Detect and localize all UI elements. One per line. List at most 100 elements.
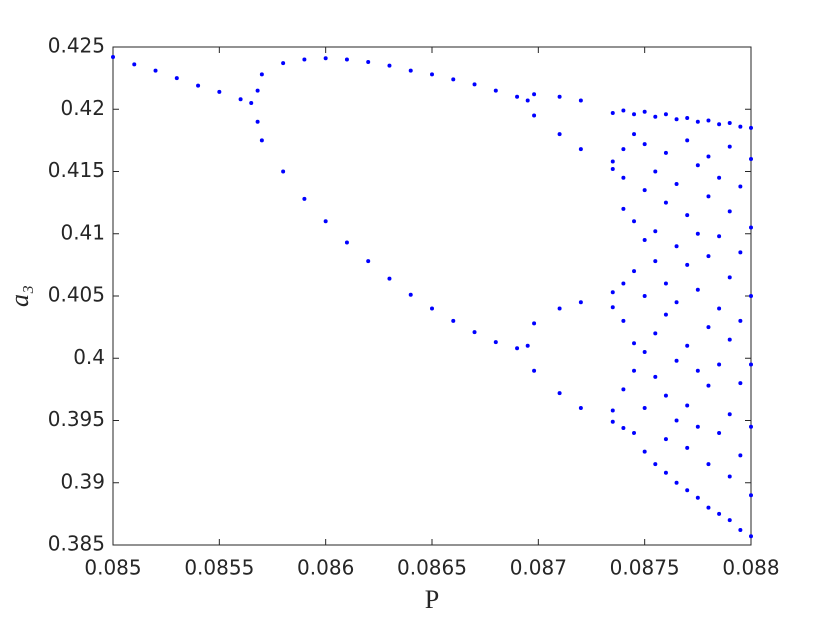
point bbox=[632, 368, 637, 373]
point bbox=[717, 175, 722, 180]
point bbox=[663, 312, 668, 317]
point bbox=[738, 250, 743, 255]
point bbox=[632, 341, 637, 346]
point bbox=[632, 269, 637, 274]
point bbox=[451, 77, 456, 82]
point bbox=[153, 68, 158, 73]
point bbox=[451, 318, 456, 323]
point bbox=[621, 108, 626, 113]
x-tick-label: 0.088 bbox=[722, 556, 779, 580]
point bbox=[663, 150, 668, 155]
point bbox=[366, 59, 371, 64]
point bbox=[685, 213, 690, 218]
point bbox=[706, 505, 711, 510]
point bbox=[706, 325, 711, 330]
point bbox=[674, 117, 679, 122]
point bbox=[738, 184, 743, 189]
point bbox=[642, 188, 647, 193]
point bbox=[578, 98, 583, 103]
point bbox=[249, 101, 254, 106]
y-tick-label: 0.425 bbox=[48, 34, 105, 58]
point bbox=[632, 219, 637, 224]
point bbox=[532, 92, 537, 97]
point bbox=[685, 138, 690, 143]
point bbox=[621, 147, 626, 152]
point bbox=[610, 159, 615, 164]
point bbox=[695, 287, 700, 292]
point bbox=[685, 403, 690, 408]
point bbox=[653, 462, 658, 467]
point bbox=[111, 54, 115, 59]
point bbox=[408, 68, 413, 73]
y-axis-label: a₃ bbox=[5, 285, 34, 307]
x-tick-label: 0.0865 bbox=[397, 556, 467, 580]
point bbox=[695, 119, 700, 124]
point bbox=[663, 393, 668, 398]
x-tick-label: 0.086 bbox=[297, 556, 354, 580]
point bbox=[674, 480, 679, 485]
point bbox=[674, 300, 679, 305]
point bbox=[281, 61, 286, 66]
point bbox=[685, 262, 690, 267]
point bbox=[387, 276, 392, 281]
point bbox=[727, 275, 732, 280]
point bbox=[408, 292, 413, 297]
point bbox=[749, 294, 753, 298]
point bbox=[685, 343, 690, 348]
point bbox=[663, 281, 668, 286]
point bbox=[525, 98, 530, 103]
point bbox=[621, 318, 626, 323]
point bbox=[738, 318, 743, 323]
point bbox=[610, 167, 615, 172]
point bbox=[532, 368, 537, 373]
point bbox=[727, 120, 732, 125]
point bbox=[515, 94, 520, 99]
point bbox=[532, 321, 537, 326]
x-axis-label: P bbox=[425, 585, 439, 614]
point bbox=[674, 181, 679, 186]
point bbox=[302, 57, 307, 62]
point bbox=[557, 391, 562, 396]
point bbox=[717, 234, 722, 239]
point bbox=[642, 109, 647, 114]
point bbox=[366, 259, 371, 264]
point bbox=[695, 368, 700, 373]
point bbox=[674, 358, 679, 363]
plot-frame bbox=[112, 46, 752, 546]
x-tick-label: 0.085 bbox=[84, 556, 141, 580]
point bbox=[642, 449, 647, 454]
point bbox=[610, 305, 615, 310]
point bbox=[663, 470, 668, 475]
point bbox=[717, 122, 722, 127]
point bbox=[653, 229, 658, 234]
point bbox=[323, 219, 328, 224]
point bbox=[132, 62, 137, 67]
x-tick-label: 0.087 bbox=[510, 556, 567, 580]
point bbox=[632, 430, 637, 435]
y-tick-label: 0.395 bbox=[48, 407, 105, 431]
point bbox=[653, 374, 658, 379]
point bbox=[610, 419, 615, 424]
point bbox=[621, 425, 626, 430]
y-tick-label: 0.385 bbox=[48, 532, 105, 556]
point bbox=[196, 83, 201, 88]
point bbox=[674, 418, 679, 423]
point bbox=[642, 294, 647, 298]
point bbox=[430, 306, 434, 311]
point bbox=[525, 343, 530, 348]
point bbox=[578, 406, 583, 411]
point bbox=[706, 154, 711, 159]
point bbox=[259, 72, 264, 77]
point bbox=[610, 290, 615, 295]
point bbox=[217, 89, 222, 94]
y-tick-label: 0.41 bbox=[60, 220, 105, 244]
point bbox=[727, 337, 732, 342]
point bbox=[749, 493, 753, 498]
point bbox=[706, 118, 711, 123]
point bbox=[344, 240, 349, 245]
point bbox=[493, 340, 498, 345]
point bbox=[663, 200, 668, 205]
point bbox=[749, 225, 753, 230]
point bbox=[727, 144, 732, 149]
